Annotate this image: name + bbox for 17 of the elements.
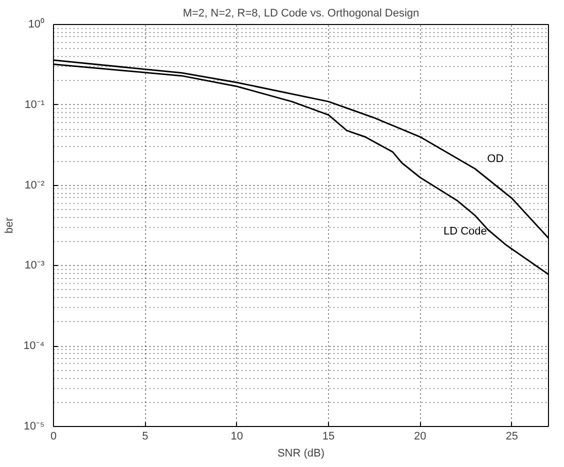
y-axis-title: ber [4, 217, 16, 234]
x-axis-title: SNR (dB) [277, 448, 325, 460]
x-tick-label: 25 [506, 430, 518, 442]
series-label: LD Code [443, 226, 487, 238]
series-label: OD [487, 152, 504, 165]
y-tick-label: 10⁰ [28, 18, 45, 30]
x-tick-label: 10 [230, 430, 243, 442]
x-tick-label: 0 [50, 430, 57, 442]
x-tick-label: 15 [322, 430, 335, 442]
y-tick-label: 10⁻⁵ [24, 420, 44, 432]
y-tick-label: 10⁻¹ [24, 98, 45, 111]
x-tick-label: 20 [414, 430, 426, 442]
y-tick-label: 10⁻³ [24, 260, 45, 272]
y-tick-label: 10⁻² [24, 179, 45, 192]
y-tick-label: 10⁻⁴ [24, 340, 45, 352]
chart-title: M=2, N=2, R=8, LD Code vs. Orthogonal Design [182, 8, 420, 20]
x-tick-label: 5 [142, 430, 148, 442]
